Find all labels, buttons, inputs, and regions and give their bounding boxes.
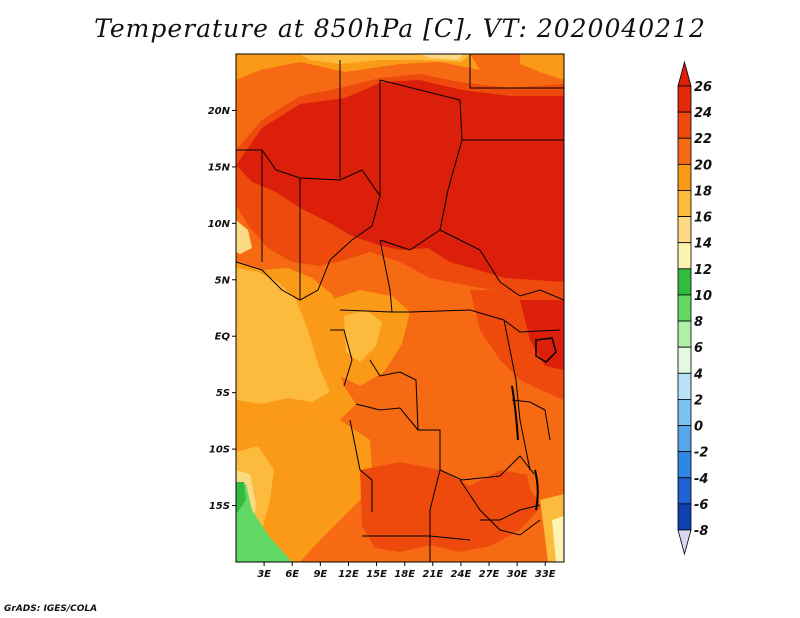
latitude-axis: 20N 15N 10N 5N EQ 5S 10S 15S: [208, 106, 236, 512]
band-12-14-south: [236, 482, 246, 512]
band-20-22-south: [236, 410, 372, 562]
lat-tick-label: 10S: [209, 445, 230, 456]
band-18-20-congo: [344, 310, 382, 362]
lon-tick-label: 6E: [285, 569, 299, 580]
colorbar-label: 14: [694, 237, 712, 252]
lon-tick-label: 27E: [479, 569, 500, 580]
lon-tick-label: 33E: [535, 569, 556, 580]
temperature-field: [236, 54, 564, 562]
colorbar-label: 10: [694, 289, 712, 304]
band-10-12-south: [236, 482, 292, 562]
colorbar-label: 2: [694, 393, 703, 408]
lat-tick-label: 15S: [209, 501, 230, 512]
lake-victoria: [535, 337, 557, 363]
band-18-20-atlantic: [236, 268, 330, 404]
band-20-22-north: [236, 54, 480, 80]
colorbar-label: 6: [694, 341, 703, 356]
lon-tick-label: 9E: [313, 569, 327, 580]
lat-tick-label: EQ: [215, 332, 231, 343]
lake-tanganyika: [511, 385, 519, 441]
colorbar-box: [677, 242, 692, 270]
grads-credit: GrADS: IGES/COLA: [4, 604, 98, 614]
colorbar-label: 22: [694, 132, 712, 147]
map-frame: [235, 53, 565, 563]
colorbar-box: [677, 85, 692, 113]
colorbar-box: [677, 294, 692, 322]
lon-tick-label: 18E: [394, 569, 415, 580]
band-26-east: [520, 300, 564, 370]
colorbar-box: [677, 346, 692, 374]
colorbar-label: 4: [693, 367, 703, 382]
lon-tick-label: 24E: [451, 569, 472, 580]
colorbar-box: [677, 399, 692, 426]
colorbar-box: [677, 372, 692, 400]
lon-tick-label: 21E: [422, 569, 443, 580]
colorbar-label: 8: [694, 315, 703, 330]
colorbar-box: [677, 137, 692, 165]
band-24-26-south: [360, 462, 540, 552]
colorbar-label: 26: [694, 80, 712, 95]
band-16-18-gulf: [236, 220, 252, 254]
colorbar-box: [677, 163, 692, 191]
band-16-18-north: [420, 54, 464, 60]
band-14-16-se: [552, 516, 564, 562]
colorbar-box: [677, 216, 692, 244]
colorbar-label: -6: [694, 498, 708, 513]
colorbar-under-triangle: [677, 529, 692, 556]
colorbar-over-triangle: [677, 60, 692, 87]
colorbar-label: 0: [694, 420, 703, 435]
band-20-22-ne: [520, 54, 564, 80]
lon-tick-label: 3E: [257, 569, 271, 580]
colorbar-box: [677, 477, 692, 505]
country-borders: [236, 54, 564, 562]
lat-tick-label: 10N: [208, 219, 231, 230]
colorbar-label: 20: [694, 158, 712, 173]
colorbar-label: 18: [694, 184, 712, 199]
lat-tick-label: 20N: [208, 106, 231, 117]
band-26-core: [236, 80, 564, 282]
lat-tick-label: 15N: [208, 162, 231, 173]
lon-tick-label: 15E: [366, 569, 387, 580]
lon-tick-label: 12E: [338, 569, 359, 580]
lat-tick-label: 5S: [216, 388, 230, 399]
colorbar-label: 24: [694, 106, 712, 121]
colorbar-label: -4: [694, 472, 708, 487]
colorbar-label: -2: [694, 446, 708, 461]
colorbar-box: [677, 503, 692, 531]
chart-title: Temperature at 850hPa [C], VT: 202004021…: [94, 14, 706, 43]
colorbar-label: 12: [694, 263, 712, 278]
longitude-axis: 3E 6E 9E 12E 15E 18E 21E 24E 27E 30E 33E: [257, 562, 556, 580]
lake-malawi: [534, 469, 539, 511]
lat-tick-label: 5N: [215, 275, 231, 286]
lon-tick-label: 30E: [507, 569, 528, 580]
colorbar-box: [677, 425, 692, 453]
colorbar-box: [677, 111, 692, 139]
colorbar-box: [677, 451, 692, 479]
colorbar-label: -8: [694, 524, 708, 539]
colorbar-box: [677, 268, 692, 296]
colorbar-box: [677, 320, 692, 348]
colorbar-box: [677, 190, 692, 217]
colorbar-label: 16: [694, 211, 712, 226]
